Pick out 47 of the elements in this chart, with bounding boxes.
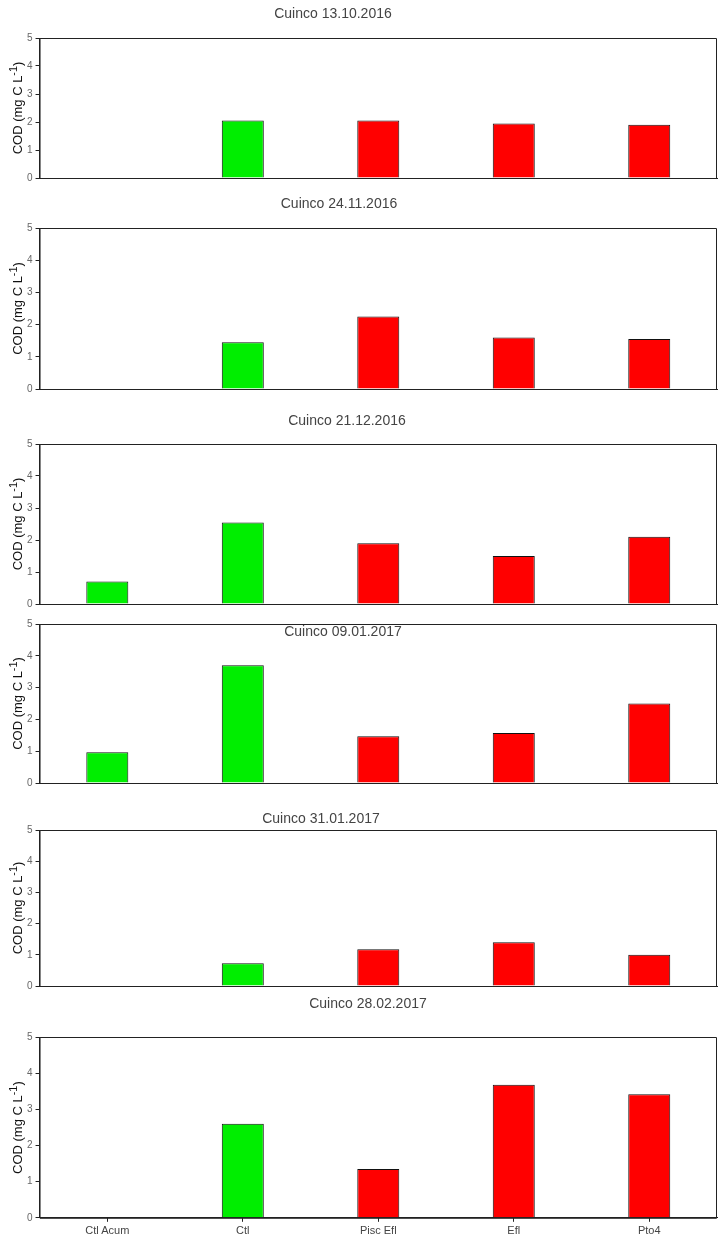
- y-tick-label: 3: [27, 501, 33, 513]
- y-tick-label: 5: [27, 31, 33, 43]
- y-tick-label: 1: [27, 948, 33, 960]
- y-tick-label: 2: [27, 115, 33, 127]
- chart-title: Cuinco 31.01.2017: [262, 810, 380, 826]
- y-tick-label: 3: [27, 681, 33, 693]
- y-tick-label: 1: [27, 143, 33, 155]
- y-tick-label: 0: [27, 171, 33, 183]
- x-tick-label: Ctl Acum: [85, 1224, 130, 1237]
- y-tick-label: 5: [27, 617, 33, 629]
- y-tick-label: 4: [27, 59, 33, 71]
- y-tick-label: 3: [27, 886, 33, 898]
- x-tick-label: Pto4: [637, 1224, 661, 1237]
- x-tick-label: Ctl: [236, 1224, 250, 1237]
- y-tick-label: 3: [27, 87, 33, 99]
- y-tick-label: 1: [27, 1175, 33, 1187]
- y-tick-label: 2: [27, 917, 33, 929]
- y-tick-label: 4: [27, 253, 33, 265]
- y-tick-label: 0: [27, 597, 33, 609]
- y-tick-label: 0: [27, 1211, 33, 1223]
- y-tick-label: 4: [27, 1066, 33, 1078]
- y-tick-label: 4: [27, 649, 33, 661]
- y-tick-label: 1: [27, 565, 33, 577]
- y-tick-label: 5: [27, 221, 33, 233]
- y-tick-label: 2: [27, 1139, 33, 1151]
- y-tick-label: 2: [27, 318, 33, 330]
- y-tick-label: 0: [27, 776, 33, 788]
- y-tick-label: 3: [27, 286, 33, 298]
- y-tick-label: 3: [27, 1103, 33, 1115]
- chart-title: Cuinco 09.01.2017: [284, 623, 402, 639]
- y-tick-label: 1: [27, 744, 33, 756]
- chart-title: Cuinco 24.11.2016: [280, 195, 398, 211]
- chart-title: Cuinco 13.10.2016: [274, 5, 392, 21]
- y-tick-label: 2: [27, 713, 33, 725]
- x-tick-label: Pisc Efl: [359, 1224, 397, 1237]
- chart-title: Cuinco 21.12.2016: [288, 412, 406, 428]
- y-tick-label: 5: [27, 823, 33, 835]
- y-tick-label: 4: [27, 469, 33, 481]
- y-tick-label: 0: [27, 382, 33, 394]
- y-tick-label: 5: [27, 1030, 33, 1042]
- chart-title: Cuinco 28.02.2017: [309, 995, 427, 1011]
- y-tick-label: 4: [27, 854, 33, 866]
- x-tick-label: Efl: [507, 1224, 521, 1237]
- y-tick-label: 2: [27, 533, 33, 545]
- y-tick-label: 5: [27, 437, 33, 449]
- y-tick-label: 0: [27, 979, 33, 991]
- y-tick-label: 1: [27, 350, 33, 362]
